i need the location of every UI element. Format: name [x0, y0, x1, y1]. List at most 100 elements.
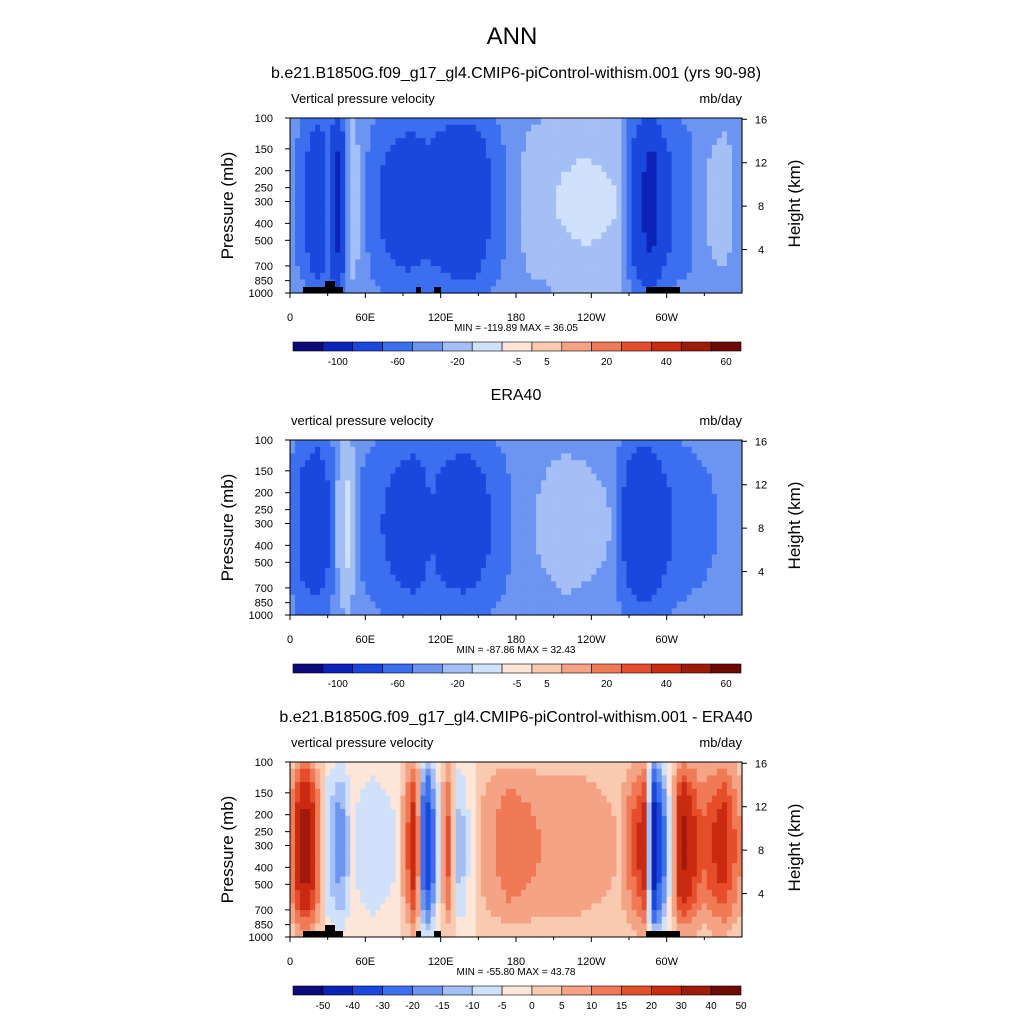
field-cell — [455, 124, 462, 133]
field-cell — [470, 527, 477, 535]
field-cell — [405, 588, 412, 596]
field-cell — [571, 440, 577, 448]
field-cell — [546, 507, 552, 515]
field-cell — [586, 547, 592, 556]
field-cell — [551, 581, 557, 589]
field-cell — [290, 594, 296, 603]
field-cell — [591, 601, 597, 609]
field-cell — [335, 198, 341, 207]
field-cell — [405, 480, 412, 488]
field-cell — [435, 480, 442, 488]
field-cell — [561, 225, 567, 234]
field-cell — [681, 514, 688, 522]
field-cell — [415, 554, 422, 562]
field-cell — [541, 144, 547, 153]
field-cell — [611, 446, 618, 455]
field-cell — [495, 158, 502, 166]
field-cell — [671, 561, 678, 569]
field-cell — [460, 500, 467, 508]
field-cell — [495, 212, 502, 220]
field-cell — [470, 554, 477, 562]
field-cell — [516, 561, 522, 569]
field-cell — [531, 466, 537, 475]
field-cell — [500, 225, 507, 234]
field-cell — [415, 487, 422, 495]
field-cell — [716, 567, 723, 576]
field-cell — [581, 178, 587, 186]
field-cell — [571, 547, 577, 556]
field-cell — [666, 493, 673, 502]
field-cell — [370, 266, 376, 274]
field-cell — [485, 158, 492, 166]
field-cell — [666, 239, 673, 247]
field-cell — [536, 540, 542, 549]
field-cell — [440, 218, 447, 227]
colorbar-swatch — [442, 663, 473, 674]
field-cell — [716, 608, 723, 616]
field-cell — [295, 245, 301, 254]
field-cell — [480, 185, 487, 193]
field-cell — [480, 239, 487, 247]
field-cell — [450, 574, 457, 582]
field-cell — [631, 487, 638, 495]
field-cell — [490, 601, 497, 609]
field-cell — [676, 500, 683, 508]
field-cell — [475, 279, 482, 287]
field-cell — [521, 165, 527, 173]
field-cell — [340, 601, 346, 609]
field-cell — [310, 252, 316, 260]
field-cell — [596, 466, 602, 475]
field-cell — [736, 480, 743, 488]
field-cell — [460, 460, 467, 468]
field-cell — [636, 493, 643, 502]
field-cell — [601, 131, 607, 139]
field-cell — [430, 540, 437, 549]
field-cell — [706, 446, 713, 455]
field-cell — [465, 266, 472, 274]
field-cell — [656, 131, 663, 139]
field-cell — [355, 272, 361, 281]
field-cell — [661, 762, 668, 770]
field-cell — [521, 118, 527, 126]
field-cell — [716, 151, 723, 159]
field-cell — [696, 118, 703, 126]
field-cell — [596, 279, 602, 287]
field-cell — [636, 245, 643, 254]
field-cell — [676, 212, 683, 220]
colorbar-swatch — [531, 663, 563, 674]
field-cell — [556, 205, 562, 213]
field-cell — [531, 178, 537, 186]
field-cell — [440, 259, 447, 267]
field-cell — [631, 124, 638, 133]
field-cell — [410, 151, 417, 159]
field-cell — [490, 534, 497, 542]
field-cell — [435, 561, 442, 569]
field-cell — [510, 540, 517, 549]
field-cell — [641, 762, 648, 770]
field-cell — [325, 487, 331, 495]
field-cell — [711, 466, 718, 475]
field-cell — [425, 446, 432, 455]
field-cell — [295, 272, 301, 281]
field-cell — [671, 272, 678, 281]
field-cell — [375, 158, 381, 166]
field-cell — [581, 259, 587, 267]
field-cell — [350, 446, 356, 455]
field-cell — [370, 534, 376, 542]
field-cell — [731, 574, 738, 582]
field-cell — [365, 487, 371, 495]
field-cell — [430, 279, 437, 287]
field-cell — [591, 453, 597, 461]
field-cell — [385, 165, 392, 173]
field-cell — [611, 131, 618, 139]
field-cell — [576, 460, 582, 468]
field-cell — [661, 534, 668, 542]
field-cell — [591, 588, 597, 596]
field-cell — [526, 239, 532, 247]
field-cell — [671, 601, 678, 609]
field-cell — [345, 239, 351, 247]
field-cell — [531, 218, 537, 227]
field-cell — [541, 453, 547, 461]
field-cell — [731, 165, 738, 173]
field-cell — [541, 480, 547, 488]
